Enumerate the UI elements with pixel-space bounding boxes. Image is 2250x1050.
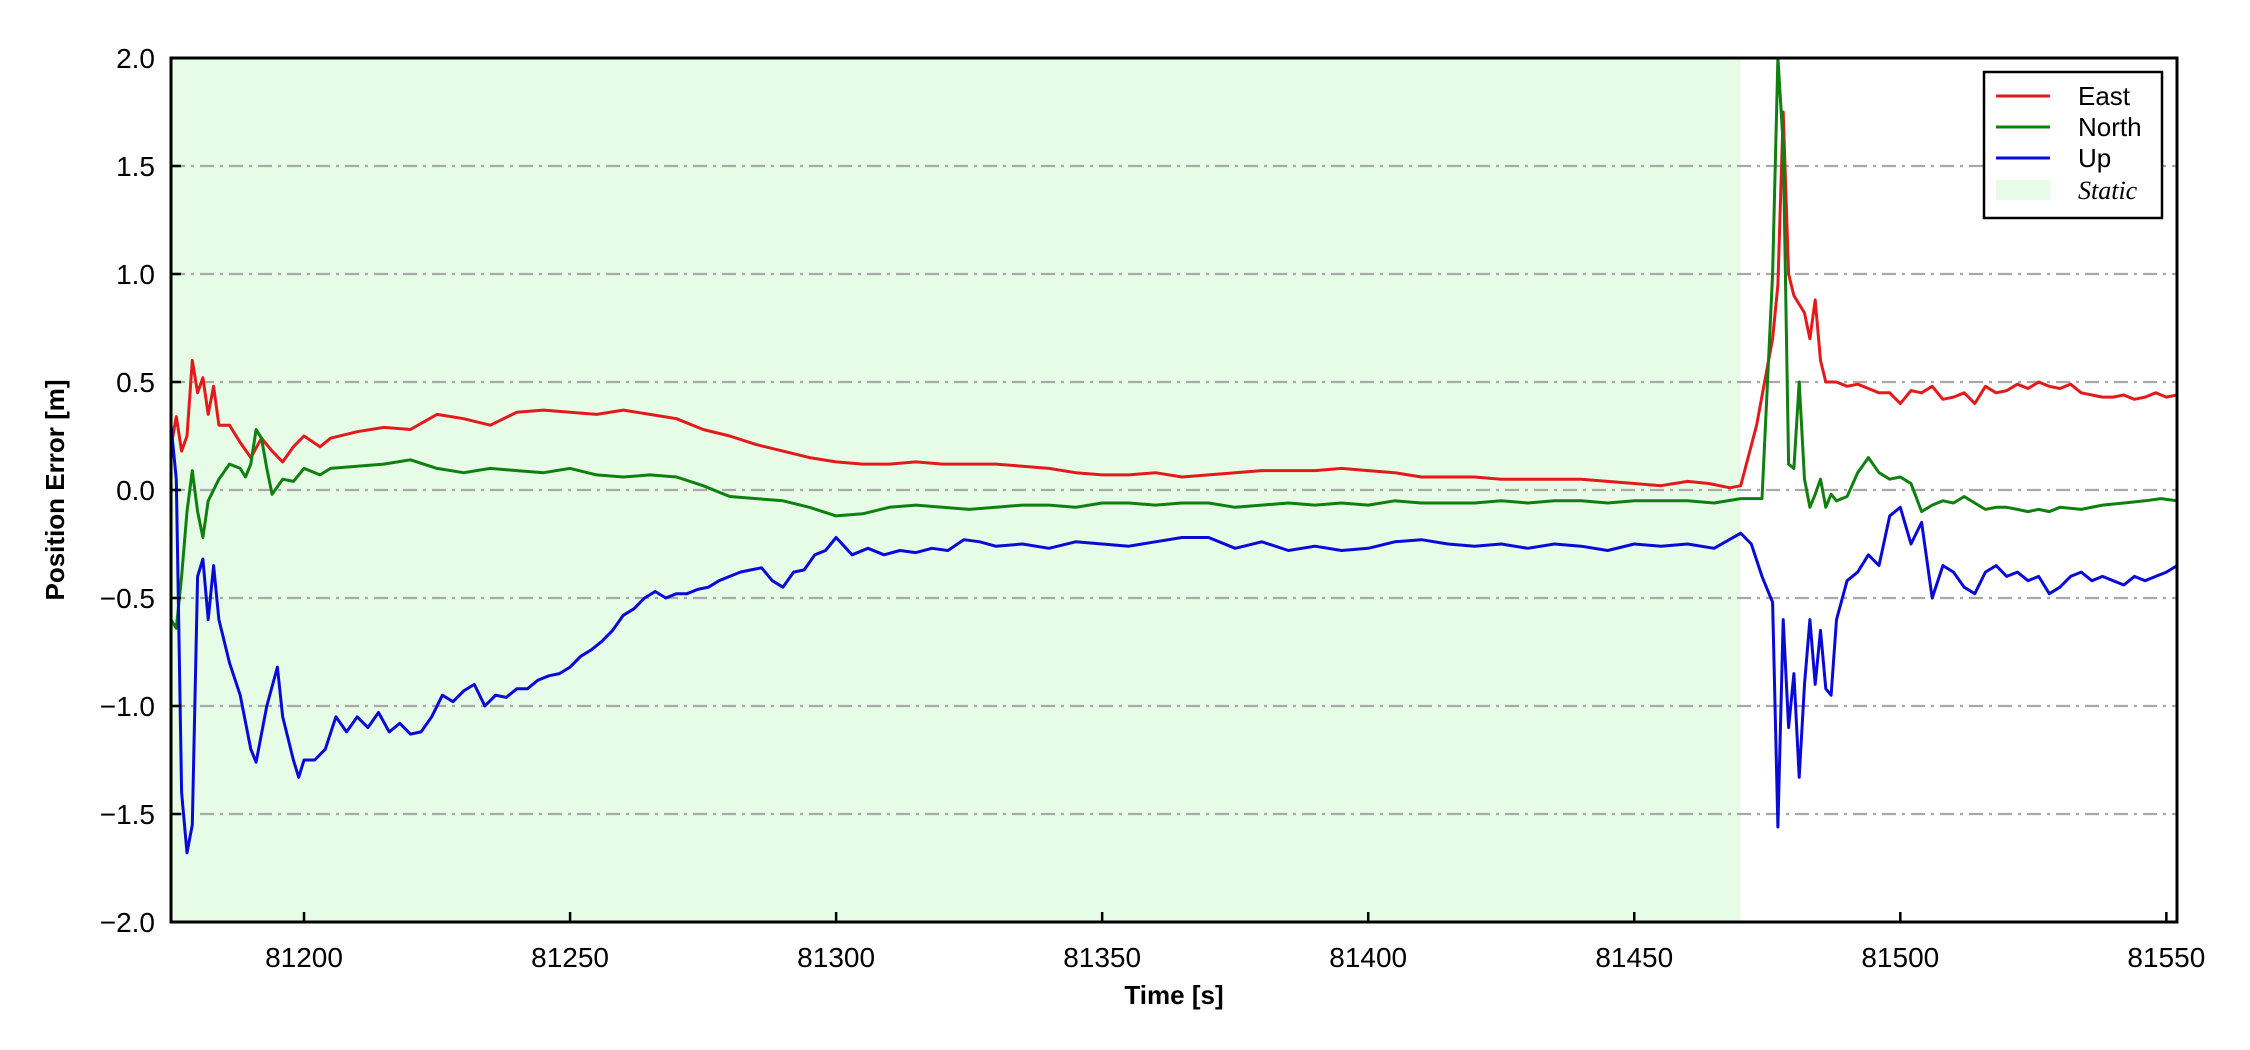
x-tick-label: 81450 — [1595, 942, 1673, 973]
x-tick-label: 81200 — [265, 942, 343, 973]
y-tick-label: 0.0 — [116, 475, 155, 506]
y-tick-label: 1.5 — [116, 151, 155, 182]
y-tick-label: 1.0 — [116, 259, 155, 290]
legend-label-static: Static — [2078, 176, 2138, 205]
legend-label-up: Up — [2078, 143, 2111, 173]
legend-label-north: North — [2078, 112, 2142, 142]
y-tick-label: −2.0 — [100, 907, 155, 938]
y-axis-title: Position Error [m] — [40, 379, 70, 600]
x-tick-label: 81350 — [1063, 942, 1141, 973]
x-tick-label: 81400 — [1329, 942, 1407, 973]
series-line-up — [171, 425, 2177, 855]
series-line-east — [171, 110, 2177, 490]
x-tick-label: 81300 — [797, 942, 875, 973]
x-tick-label: 81500 — [1861, 942, 1939, 973]
y-tick-label: −1.5 — [100, 799, 155, 830]
x-axis-title: Time [s] — [1124, 980, 1223, 1010]
x-tick-label: 81250 — [531, 942, 609, 973]
y-tick-label: −0.5 — [100, 583, 155, 614]
legend-swatch-static — [1996, 180, 2050, 200]
series-line-north — [171, 56, 2177, 630]
x-tick-label: 81550 — [2127, 942, 2205, 973]
y-tick-label: 2.0 — [116, 43, 155, 74]
legend-label-east: East — [2078, 81, 2131, 111]
y-tick-label: −1.0 — [100, 691, 155, 722]
y-tick-label: 0.5 — [116, 367, 155, 398]
